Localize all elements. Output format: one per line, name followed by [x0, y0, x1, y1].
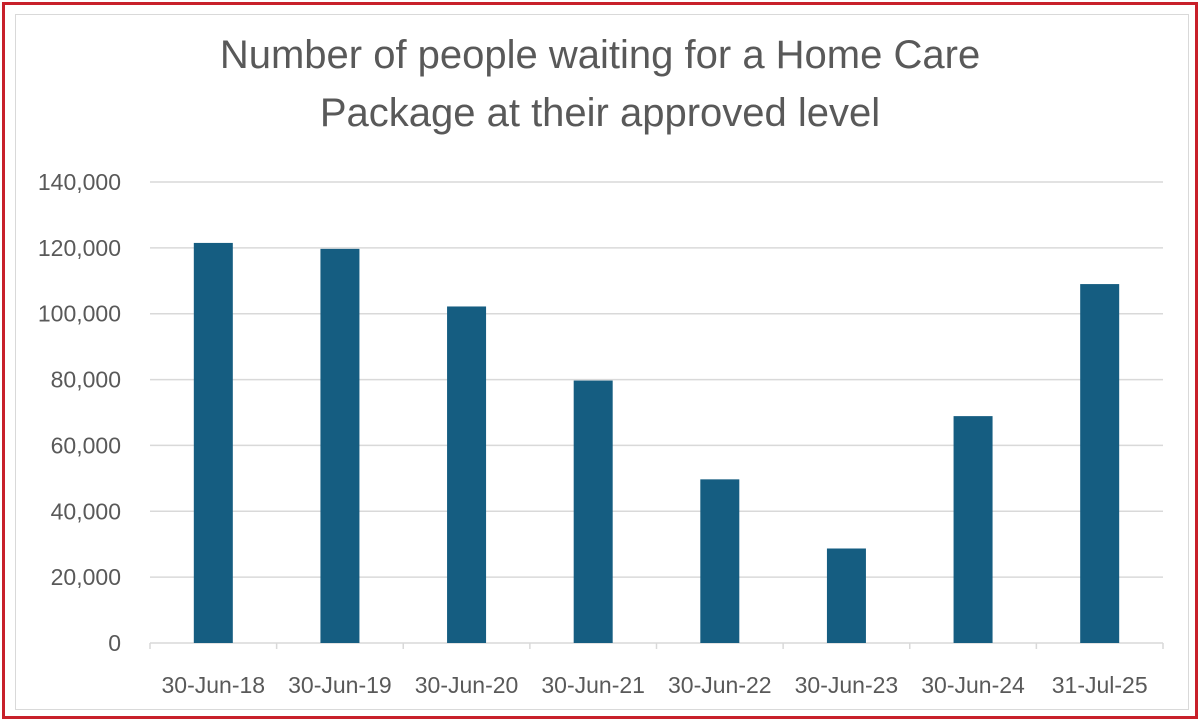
y-tick-label: 20,000	[51, 564, 121, 590]
chart-title-line-1: Number of people waiting for a Home Care	[219, 33, 981, 77]
y-tick-label: 120,000	[38, 235, 121, 261]
bar	[953, 416, 993, 643]
y-tick-label: 60,000	[51, 432, 121, 458]
x-tick-label: 31-Jul-25	[1052, 672, 1148, 698]
bar	[320, 248, 360, 643]
bar	[193, 242, 233, 644]
bar	[573, 380, 613, 643]
bar	[700, 479, 740, 643]
x-tick-label: 30-Jun-22	[668, 672, 772, 698]
x-tick-label: 30-Jun-21	[541, 672, 645, 698]
chart-area-border	[15, 14, 1189, 710]
x-tick-label: 30-Jun-24	[921, 672, 1025, 698]
chart-title: Number of people waiting for a Home Care…	[0, 26, 1200, 142]
y-tick-label: 140,000	[38, 169, 121, 195]
bar	[1080, 284, 1120, 643]
bar	[447, 306, 487, 643]
x-tick-label: 30-Jun-23	[795, 672, 899, 698]
x-tick-label: 30-Jun-19	[288, 672, 392, 698]
y-tick-label: 100,000	[38, 301, 121, 327]
chart-title-line-2: Package at their approved level	[319, 91, 881, 135]
y-tick-label: 0	[108, 630, 121, 656]
bar	[826, 548, 866, 643]
y-tick-label: 40,000	[51, 498, 121, 524]
x-tick-label: 30-Jun-20	[415, 672, 519, 698]
x-tick-label: 30-Jun-18	[162, 672, 266, 698]
y-tick-label: 80,000	[51, 367, 121, 393]
